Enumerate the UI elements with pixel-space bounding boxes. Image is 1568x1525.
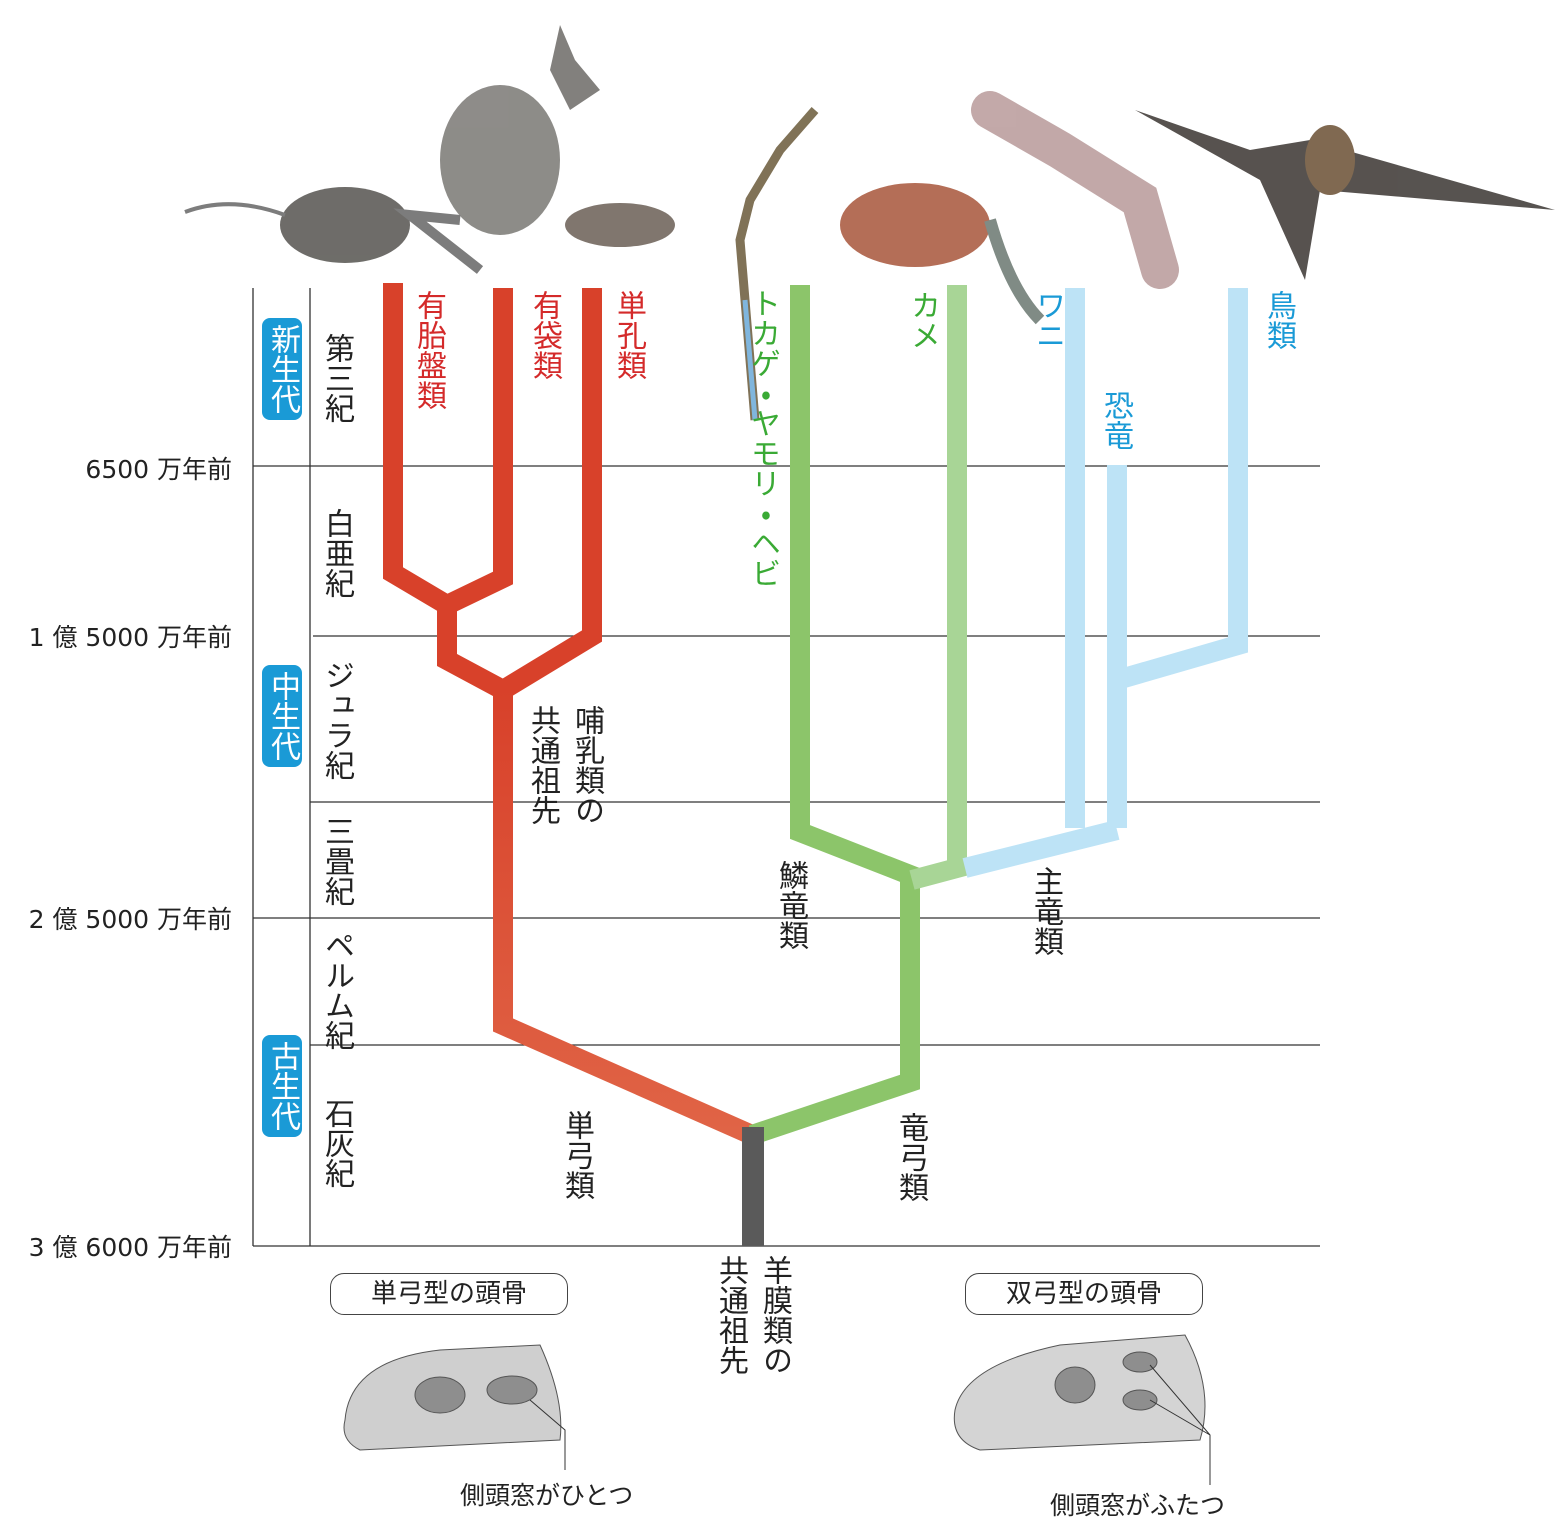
time-label: 1 億 5000 万年前 (28, 623, 232, 652)
clade-label: 羊膜類の共通祖先 (713, 1255, 792, 1375)
taxon-label: カメ (905, 290, 940, 350)
period: 第三紀 (319, 333, 354, 423)
time-label: 3 億 6000 万年前 (28, 1233, 232, 1262)
period: 白亜紀 (319, 508, 354, 598)
period: ペルム紀 (319, 930, 354, 1050)
time-label: 6500 万年前 (85, 455, 232, 484)
diapsid-skull (953, 1334, 1211, 1485)
skull-title: 単弓型の頭骨 (330, 1273, 568, 1315)
taxon-label: トカゲ・ヤモリ・ヘビ (745, 288, 780, 588)
clade-label: 竜弓類 (893, 1112, 928, 1202)
animal-illustrations (184, 25, 1555, 421)
period: 三畳紀 (319, 816, 354, 906)
era-badge: 古生代 (262, 1035, 302, 1137)
taxon-label: 鳥類 (1261, 290, 1296, 350)
era-badge: 新生代 (262, 318, 302, 420)
period: 石灰紀 (319, 1098, 354, 1188)
time-label: 2 億 5000 万年前 (28, 905, 232, 934)
period: ジュラ紀 (319, 660, 354, 780)
taxon-label: ワニ (1030, 290, 1065, 350)
era-badge: 中生代 (262, 665, 302, 767)
skull-note: 側頭窓がひとつ (460, 1481, 634, 1510)
clade-label: 主竜類 (1028, 866, 1063, 956)
skull-note: 側頭窓がふたつ (1050, 1491, 1226, 1520)
clade-label: 鱗竜類 (773, 860, 808, 950)
taxon-label: 恐竜 (1098, 390, 1133, 450)
synapsid-skull (343, 1344, 566, 1470)
taxon-label: 有袋類 (527, 290, 562, 380)
clade-label: 単弓類 (559, 1110, 594, 1200)
taxon-label: 有胎盤類 (411, 290, 446, 410)
skull-title: 双弓型の頭骨 (965, 1273, 1203, 1315)
time-grid (252, 288, 1320, 1247)
taxon-label: 単孔類 (611, 290, 646, 380)
clade-label: 哺乳類の共通祖先 (525, 705, 604, 825)
tree-branches (383, 283, 1248, 1246)
